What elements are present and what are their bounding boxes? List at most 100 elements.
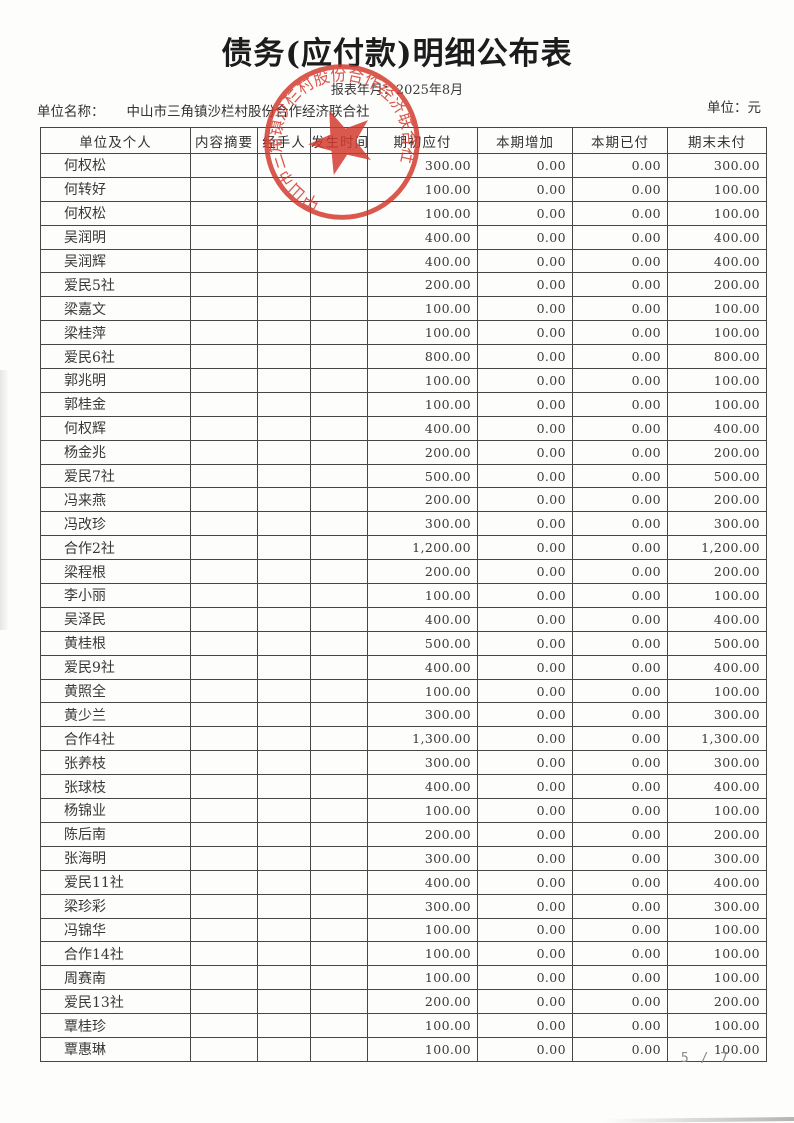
scan-edge-shadow — [603, 1117, 794, 1123]
summary-cell — [190, 296, 258, 322]
period-paid-cell: 0.00 — [572, 176, 668, 202]
unit-or-person-cell: 爱民7社 — [40, 463, 191, 489]
period-increase-cell: 0.00 — [477, 941, 573, 967]
summary-cell — [190, 678, 258, 704]
date-cell — [310, 272, 368, 298]
opening-payable-cell: 300.00 — [367, 153, 478, 178]
date-cell — [310, 344, 368, 370]
table-row: 爱民9社 400.00 0.00 0.00 400.00 — [40, 654, 767, 680]
opening-payable-cell: 200.00 — [367, 821, 478, 847]
period-paid-cell: 0.00 — [572, 917, 668, 943]
handler-cell — [257, 368, 311, 393]
unit-or-person-cell: 爱民9社 — [40, 654, 191, 680]
table-row: 爱民7社 500.00 0.00 0.00 500.00 — [40, 463, 767, 489]
date-cell — [310, 606, 368, 632]
unit-or-person-cell: 张海明 — [40, 845, 191, 871]
period-paid-cell: 0.00 — [572, 320, 668, 346]
date-cell — [310, 702, 368, 728]
period-paid-cell: 0.00 — [572, 798, 668, 823]
unit-or-person-cell: 何转好 — [40, 176, 191, 202]
unit-or-person-cell: 梁程根 — [40, 559, 191, 585]
unit-or-person-cell: 杨锦业 — [40, 798, 191, 823]
closing-unpaid-cell: 200.00 — [667, 821, 767, 847]
table-row: 爱民11社 400.00 0.00 0.00 400.00 — [40, 869, 767, 895]
table-row: 郭兆明 100.00 0.00 0.00 100.00 — [40, 368, 767, 393]
table-row: 吴润明 400.00 0.00 0.00 400.00 — [40, 224, 767, 250]
handler-cell — [257, 869, 311, 895]
unit-or-person-cell: 黄照全 — [40, 678, 191, 704]
period-paid-cell: 0.00 — [572, 248, 668, 274]
handler-cell — [257, 391, 311, 417]
handler-cell — [257, 487, 311, 513]
closing-unpaid-cell: 300.00 — [667, 893, 767, 919]
unit-or-person-cell: 何权松 — [40, 200, 191, 226]
handler-cell — [257, 153, 311, 178]
opening-payable-cell: 500.00 — [367, 463, 478, 489]
date-cell — [310, 726, 368, 752]
summary-cell — [190, 272, 258, 298]
unit-or-person-cell: 覃桂珍 — [40, 1013, 191, 1038]
closing-unpaid-cell: 300.00 — [667, 845, 767, 871]
date-cell — [310, 153, 368, 178]
unit-or-person-cell: 梁珍彩 — [40, 893, 191, 919]
opening-payable-cell: 400.00 — [367, 606, 478, 632]
unit-name-line: 单位名称： 中山市三角镇沙栏村股份合作经济联合社 — [37, 100, 370, 120]
handler-cell — [257, 463, 311, 489]
table-row: 覃惠琳 100.00 0.00 0.00 100.00 — [40, 1036, 767, 1062]
opening-payable-cell: 400.00 — [367, 869, 478, 895]
table-row: 吴泽民 400.00 0.00 0.00 400.00 — [40, 606, 767, 632]
opening-payable-cell: 800.00 — [367, 344, 478, 370]
date-cell — [310, 200, 368, 226]
handler-cell — [257, 893, 311, 919]
handler-cell — [257, 296, 311, 322]
summary-cell — [190, 559, 258, 585]
closing-unpaid-cell: 100.00 — [667, 965, 767, 991]
summary-cell — [190, 630, 258, 656]
date-cell — [310, 583, 368, 608]
column-header: 本期已付 — [572, 127, 668, 154]
closing-unpaid-cell: 1,200.00 — [667, 535, 767, 561]
closing-unpaid-cell: 100.00 — [667, 1013, 767, 1038]
unit-or-person-cell: 张球枝 — [40, 774, 191, 800]
opening-payable-cell: 200.00 — [367, 439, 478, 465]
period-increase-cell: 0.00 — [477, 869, 573, 895]
unit-or-person-cell: 吴泽民 — [40, 606, 191, 632]
date-cell — [310, 678, 368, 704]
summary-cell — [190, 821, 258, 847]
table-row: 冯锦华 100.00 0.00 0.00 100.00 — [40, 917, 767, 943]
handler-cell — [257, 821, 311, 847]
handler-cell — [257, 941, 311, 967]
table-row: 合作2社 1,200.00 0.00 0.00 1,200.00 — [40, 535, 767, 561]
closing-unpaid-cell: 300.00 — [667, 702, 767, 728]
period-increase-cell: 0.00 — [477, 296, 573, 322]
period-increase-cell: 0.00 — [477, 320, 573, 346]
period-paid-cell: 0.00 — [572, 535, 668, 561]
opening-payable-cell: 100.00 — [367, 391, 478, 417]
unit-or-person-cell: 黄桂根 — [40, 630, 191, 656]
closing-unpaid-cell: 100.00 — [667, 368, 767, 393]
table-row: 李小丽 100.00 0.00 0.00 100.00 — [40, 583, 767, 608]
period-paid-cell: 0.00 — [572, 750, 668, 776]
closing-unpaid-cell: 400.00 — [667, 415, 767, 441]
date-cell — [310, 535, 368, 561]
date-cell — [310, 511, 368, 537]
period-paid-cell: 0.00 — [572, 296, 668, 322]
handler-cell — [257, 606, 311, 632]
opening-payable-cell: 500.00 — [367, 630, 478, 656]
unit-or-person-cell: 陈后南 — [40, 821, 191, 847]
opening-payable-cell: 400.00 — [367, 248, 478, 274]
date-cell — [310, 176, 368, 202]
period-paid-cell: 0.00 — [572, 272, 668, 298]
opening-payable-cell: 300.00 — [367, 750, 478, 776]
closing-unpaid-cell: 100.00 — [667, 1036, 767, 1062]
period-increase-cell: 0.00 — [477, 774, 573, 800]
report-period-label: 报表年月：2025年8月 — [330, 83, 464, 98]
handler-cell — [257, 344, 311, 370]
summary-cell — [190, 248, 258, 274]
handler-cell — [257, 989, 311, 1015]
table-row: 郭桂金 100.00 0.00 0.00 100.00 — [40, 391, 767, 417]
opening-payable-cell: 100.00 — [367, 296, 478, 322]
closing-unpaid-cell: 100.00 — [667, 678, 767, 704]
unit-or-person-cell: 爱民11社 — [40, 869, 191, 895]
date-cell — [310, 630, 368, 656]
